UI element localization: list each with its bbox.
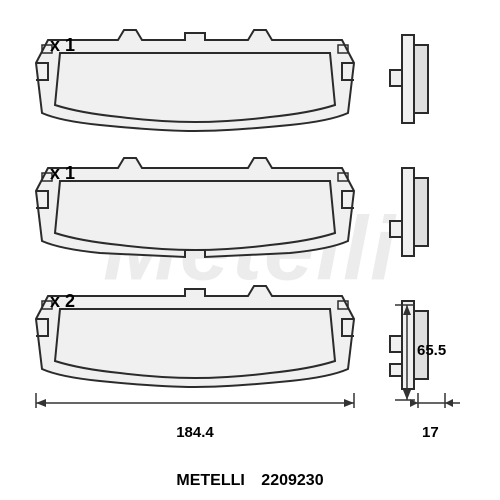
qty-label-1: x 1 xyxy=(50,35,75,56)
pad-side-svg-2 xyxy=(380,163,440,261)
dim-width-value: 184.4 xyxy=(30,424,360,441)
pad-face-2: x 1 xyxy=(30,153,360,261)
pad-side-svg-1 xyxy=(380,30,440,128)
qty-label-2: x 1 xyxy=(50,163,75,184)
dim-height-value: 65.5 xyxy=(417,342,446,359)
pad-face-svg-2 xyxy=(30,153,360,261)
pad-side-2 xyxy=(380,163,470,266)
pad-face-svg-3 xyxy=(30,281,360,389)
pad-face-column: x 1 x 1 xyxy=(30,25,360,409)
brand-text: METELLI xyxy=(176,472,244,489)
part-number: 2209230 xyxy=(261,472,323,489)
pad-face-svg-1 xyxy=(30,25,360,133)
qty-label-3: x 2 xyxy=(50,291,75,312)
dimension-width: 184.4 xyxy=(30,393,360,445)
footer: METELLI 2209230 xyxy=(0,472,500,490)
diagram-container: Metelli x 1 x 1 xyxy=(0,0,500,500)
pad-side-1 xyxy=(380,30,470,133)
pad-face-1: x 1 xyxy=(30,25,360,133)
dimension-thickness: 17 xyxy=(410,393,475,445)
pad-face-3: x 2 xyxy=(30,281,360,389)
dim-thickness-value: 17 xyxy=(410,424,475,441)
